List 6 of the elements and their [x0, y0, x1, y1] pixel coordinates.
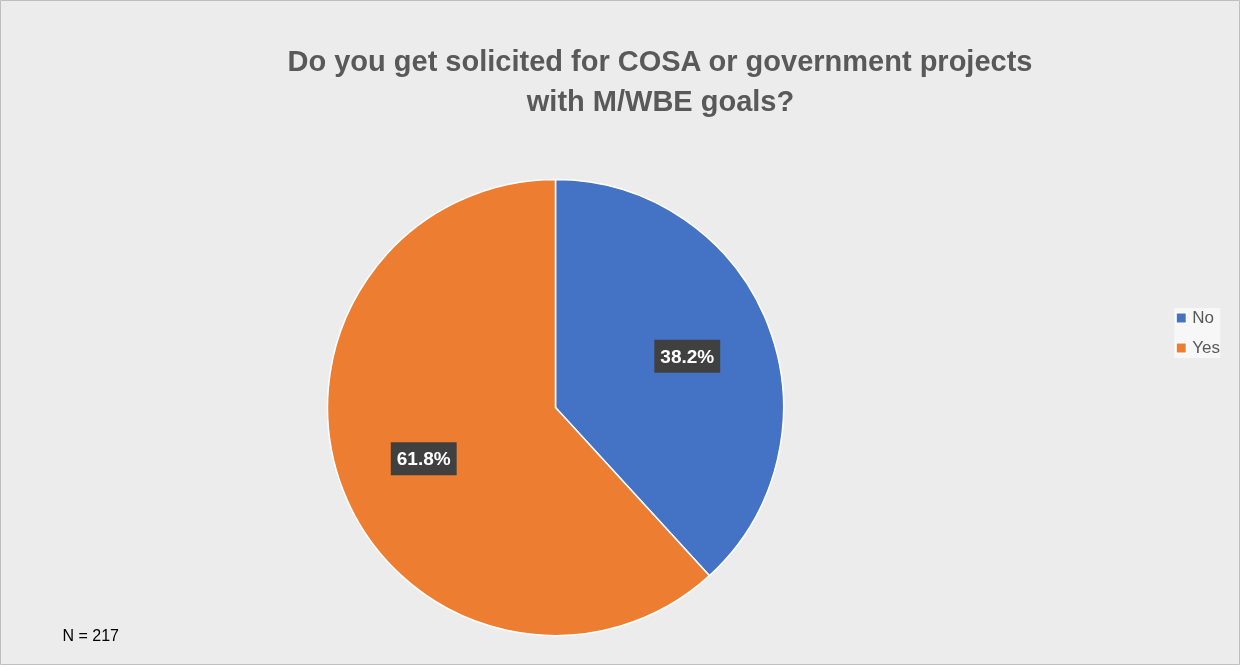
chart-title: Do you get solicited for COSA or government projects with M/WBE goals?	[287, 44, 1033, 117]
text: N = 217	[62, 627, 120, 644]
data-label: 38.2%	[660, 345, 715, 367]
data-label: 61.8%	[396, 448, 451, 470]
legend-label: Yes	[1192, 337, 1220, 358]
legend-label: No	[1192, 307, 1214, 328]
